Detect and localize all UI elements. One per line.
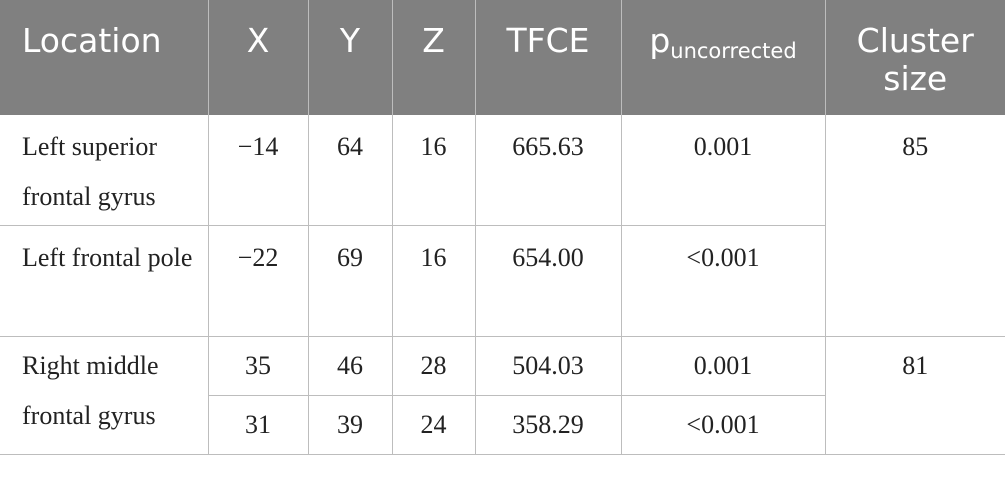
cell: 85	[824, 115, 1005, 337]
header-cell: Y	[307, 0, 392, 115]
cell: Left superior frontal gyrus	[0, 115, 208, 226]
cell: 39	[307, 395, 392, 455]
header-cell: Cluster size	[824, 0, 1005, 115]
cell: −14	[207, 115, 308, 226]
cell: 654.00	[474, 225, 621, 337]
cell: 358.29	[474, 395, 621, 455]
cell: 24	[391, 395, 475, 455]
header-cell: TFCE	[474, 0, 621, 115]
header-cell: Location	[0, 0, 208, 115]
cell: Left frontal pole	[0, 225, 208, 337]
table-row: Right middle frontal gyrus 35 46 28 504.…	[0, 336, 1005, 455]
table-row: 31 39 24 358.29 <0.001	[0, 395, 1005, 455]
cell: <0.001	[620, 225, 825, 337]
cell: 81	[824, 336, 1005, 455]
header-subscript: uncorrected	[670, 39, 797, 63]
cell: 665.63	[474, 115, 621, 226]
cell: 0.001	[620, 115, 825, 226]
cell: −22	[207, 225, 308, 337]
cell: 35	[207, 336, 308, 396]
cell: 28	[391, 336, 475, 396]
results-table: Location X Y Z TFCE puncorrected Cluster…	[0, 0, 1005, 455]
header-cell: puncorrected	[620, 0, 825, 115]
cell: 0.001	[620, 336, 825, 396]
cell: 504.03	[474, 336, 621, 396]
table-row: Left frontal pole −22 69 16 654.00 <0.00…	[0, 225, 1005, 337]
table-row: Left superior frontal gyrus −14 64 16 66…	[0, 115, 1005, 337]
cell: 64	[307, 115, 392, 226]
cell: 69	[307, 225, 392, 337]
header-cell: X	[207, 0, 308, 115]
cell: Right middle frontal gyrus	[0, 336, 208, 455]
cell: 16	[391, 115, 475, 226]
cell: 46	[307, 336, 392, 396]
header-cell: Z	[391, 0, 475, 115]
header-text: p	[649, 21, 671, 60]
header-row: Location X Y Z TFCE puncorrected Cluster…	[0, 0, 1005, 115]
cell: <0.001	[620, 395, 825, 455]
cell: 31	[207, 395, 308, 455]
cell: 16	[391, 225, 475, 337]
